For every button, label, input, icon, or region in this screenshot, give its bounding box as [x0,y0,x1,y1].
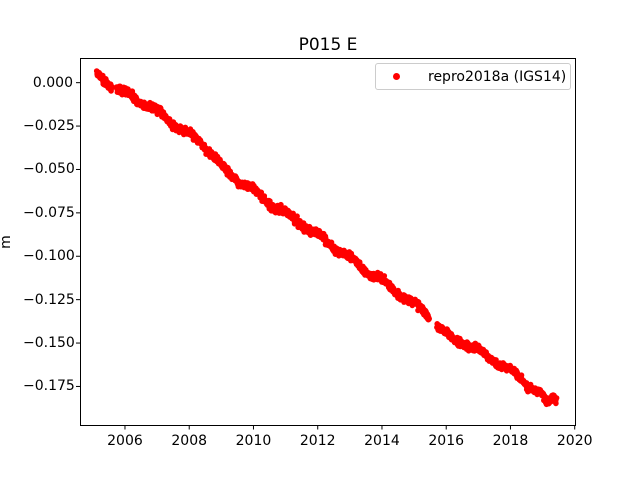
y-tick-label: −0.125 [23,291,75,308]
x-tick-label: 2018 [492,433,529,449]
legend-box: repro2018a (IGS14) [375,63,571,90]
y-tick-label: −0.025 [23,118,75,135]
y-tick-label: −0.100 [23,248,75,265]
y-tick-label: −0.150 [23,335,75,352]
x-tick-label: 2010 [235,433,272,449]
x-tick-label: 2016 [428,433,465,449]
x-tick-label: 2008 [171,433,208,449]
x-tick-label: 2020 [556,433,593,449]
y-tick-label: −0.050 [23,161,75,178]
legend-entry-label: repro2018a (IGS14) [428,68,567,85]
y-tick-label: 0.000 [32,74,73,91]
series-repro2018a-igs14- [93,68,560,408]
x-tick-label: 2012 [299,433,336,449]
legend-marker-dot [393,73,400,80]
y-tick-label: −0.075 [23,204,75,221]
x-tick-label: 2014 [364,433,400,449]
chart-title: P015 E [298,35,358,55]
x-tick-label: 2006 [107,433,143,449]
y-tick-label: −0.175 [23,378,75,395]
